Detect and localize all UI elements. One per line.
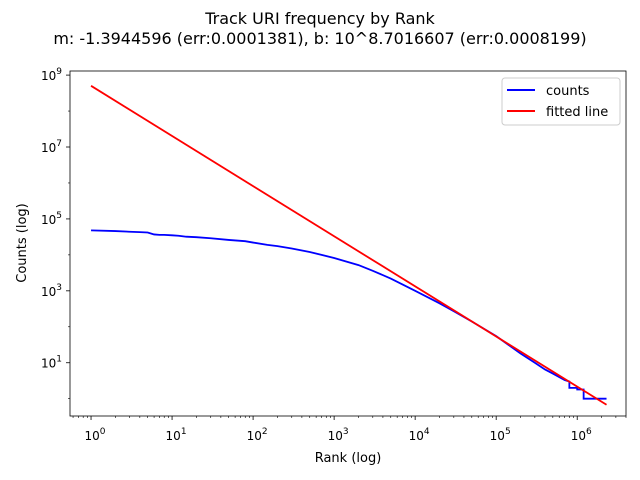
- y-tick-label: 105: [41, 211, 62, 227]
- x-tick-label: 105: [490, 427, 511, 443]
- x-tick-label: 100: [85, 427, 106, 443]
- legend-label-counts: counts: [546, 84, 590, 99]
- series-fitted-line: [90, 85, 607, 406]
- plot-lines: [90, 85, 607, 406]
- y-tick-label: 107: [41, 139, 62, 155]
- series-counts-line: [91, 229, 607, 400]
- legend-label-fitted-line: fitted line: [546, 105, 608, 120]
- y-tick-label: 103: [41, 283, 62, 299]
- chart-title: Track URI frequency by Rank: [204, 9, 435, 28]
- legend: counts fitted line: [501, 77, 621, 126]
- y-tick-label: 109: [41, 67, 62, 83]
- x-tick-label: 103: [328, 427, 349, 443]
- y-tick-label: 101: [41, 355, 62, 371]
- y-axis-label: Counts (log): [15, 203, 30, 282]
- x-axis-label: Rank (log): [315, 451, 382, 466]
- chart-subtitle: m: -1.3944596 (err:0.0001381), b: 10^8.7…: [53, 29, 586, 48]
- x-tick-label: 104: [409, 427, 430, 443]
- x-tick-label: 102: [247, 427, 268, 443]
- x-tick-label: 106: [571, 427, 592, 443]
- y-axis: 101 103 105 107 109: [41, 67, 70, 399]
- x-tick-label: 101: [166, 427, 187, 443]
- plot-frame: [69, 70, 627, 417]
- x-axis: 100 101 102 103 104 105 106: [72, 416, 627, 443]
